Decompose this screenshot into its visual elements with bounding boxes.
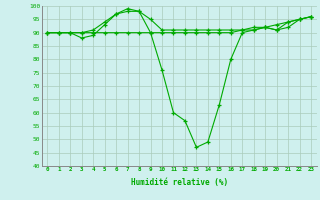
X-axis label: Humidité relative (%): Humidité relative (%) [131, 178, 228, 187]
